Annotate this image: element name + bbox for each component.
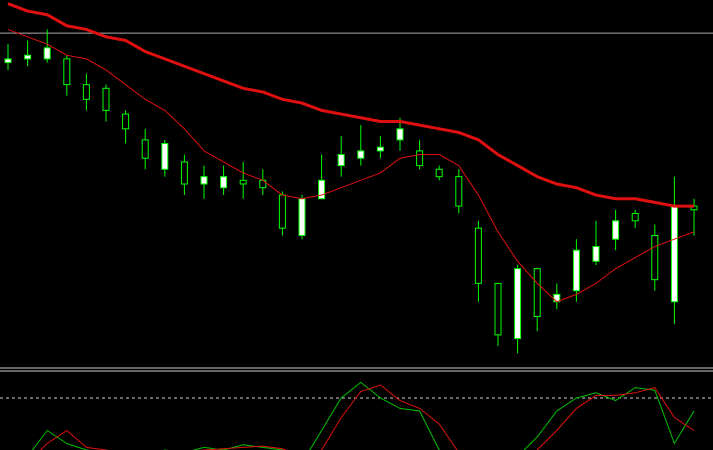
candle-body bbox=[24, 54, 32, 60]
candle-body bbox=[102, 87, 110, 111]
candle-body bbox=[612, 220, 620, 240]
candle-body bbox=[4, 58, 12, 64]
candle-body bbox=[122, 113, 130, 130]
candle-body bbox=[514, 268, 522, 340]
candle-body bbox=[161, 143, 169, 170]
candle-body bbox=[455, 176, 463, 207]
candle-body bbox=[200, 176, 208, 185]
candle-body bbox=[318, 179, 326, 200]
candle-body bbox=[278, 194, 286, 229]
candle-body bbox=[357, 150, 365, 159]
candle-body bbox=[141, 139, 149, 159]
candle-body bbox=[572, 249, 580, 292]
candle-body bbox=[376, 146, 384, 152]
indicator-line bbox=[39, 384, 695, 450]
candle-body bbox=[670, 205, 678, 303]
candle-body bbox=[533, 268, 541, 317]
candle-body bbox=[220, 176, 228, 189]
candle-body bbox=[396, 128, 404, 141]
candle-body bbox=[239, 179, 247, 185]
candle-body bbox=[435, 168, 443, 178]
candle-body bbox=[592, 246, 600, 262]
candle-body bbox=[416, 150, 424, 167]
candle-body bbox=[180, 161, 188, 185]
candle-body bbox=[494, 282, 502, 336]
candle-body bbox=[651, 235, 659, 281]
indicator-line bbox=[7, 2, 694, 208]
indicator-line bbox=[31, 381, 695, 450]
candle-body bbox=[337, 154, 345, 167]
candle-body bbox=[63, 58, 71, 86]
candle-body bbox=[631, 212, 639, 222]
candle-body bbox=[298, 198, 306, 237]
candle-body bbox=[82, 84, 90, 100]
candle-body bbox=[43, 47, 51, 60]
indicator-line bbox=[7, 28, 695, 303]
candle-body bbox=[474, 227, 482, 284]
